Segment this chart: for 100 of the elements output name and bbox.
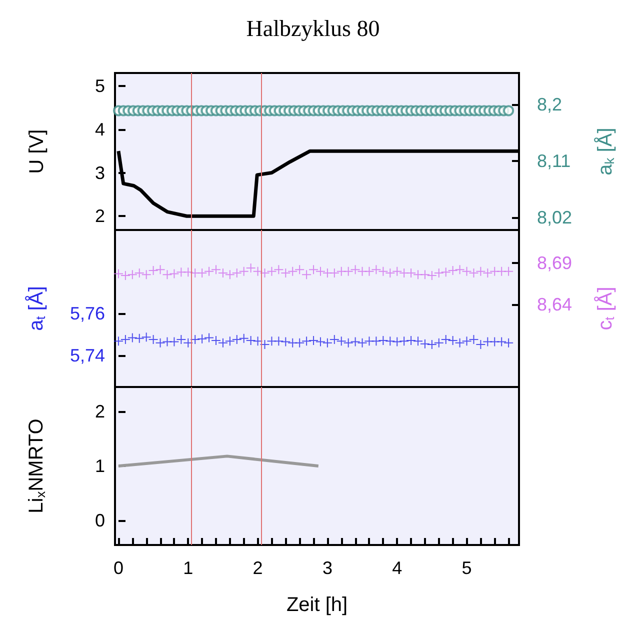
point xyxy=(343,266,354,276)
point xyxy=(490,336,500,347)
point xyxy=(426,270,437,280)
point xyxy=(357,266,368,276)
y-tick-label: 5,74 xyxy=(70,346,105,366)
point xyxy=(134,333,144,344)
x-tick-label: 1 xyxy=(183,558,194,578)
point xyxy=(413,270,423,280)
point xyxy=(224,336,235,346)
point xyxy=(357,338,368,348)
y2-tick-label: 8,69 xyxy=(537,253,572,274)
x-tick-label: 0 xyxy=(113,558,124,578)
point xyxy=(496,266,507,276)
point xyxy=(141,332,152,342)
point xyxy=(162,336,172,347)
x-axis-title: Zeit [h] xyxy=(286,594,348,616)
point xyxy=(232,268,242,278)
point xyxy=(120,270,130,280)
point xyxy=(113,268,124,279)
y2-tick-label: 8,64 xyxy=(537,294,572,314)
y-tick-label: 5,76 xyxy=(70,304,105,324)
point xyxy=(420,338,430,349)
point xyxy=(176,267,186,278)
point xyxy=(183,267,194,278)
point xyxy=(448,265,458,276)
point xyxy=(399,268,410,278)
point xyxy=(288,338,298,348)
point xyxy=(392,336,402,347)
point xyxy=(238,333,249,344)
point xyxy=(364,266,374,276)
y-axis-title: U [V] xyxy=(26,129,48,174)
point xyxy=(378,336,388,346)
x-tick-label: 4 xyxy=(392,558,402,578)
point xyxy=(413,336,423,346)
point xyxy=(302,336,312,346)
x-tick-label: 3 xyxy=(322,558,332,578)
point xyxy=(141,270,152,280)
point xyxy=(385,336,396,346)
point xyxy=(350,336,360,347)
point xyxy=(406,268,416,278)
point xyxy=(127,270,138,280)
y2-axis-title: ak [Å] xyxy=(594,128,617,176)
point xyxy=(329,334,340,344)
point xyxy=(169,268,180,279)
point xyxy=(420,270,430,280)
point xyxy=(127,332,138,343)
y2-tick-label: 8,02 xyxy=(537,207,572,228)
point xyxy=(266,336,277,346)
point xyxy=(364,336,374,346)
point xyxy=(406,336,416,346)
point xyxy=(462,336,472,346)
point xyxy=(426,340,437,350)
y-axis-title: at [Å] xyxy=(24,286,48,331)
point xyxy=(482,336,493,347)
point xyxy=(434,268,444,278)
point xyxy=(204,332,214,343)
point xyxy=(190,268,200,278)
point xyxy=(454,338,465,348)
point xyxy=(260,268,270,278)
point xyxy=(169,336,180,347)
point xyxy=(336,266,346,276)
point xyxy=(232,334,242,344)
y2-axis-title: ct [Å] xyxy=(594,286,617,330)
point xyxy=(440,334,451,344)
y-tick-label: 4 xyxy=(94,119,105,140)
y-tick-label: 2 xyxy=(94,402,105,422)
point xyxy=(148,265,158,276)
point xyxy=(476,266,486,276)
point xyxy=(399,336,410,346)
point xyxy=(490,266,500,276)
y2-tick-label: 8,11 xyxy=(537,150,571,171)
point xyxy=(329,268,340,278)
chart-title: Halbzyklus 80 xyxy=(246,16,380,41)
x-tick-label: 2 xyxy=(252,558,263,578)
point xyxy=(434,338,444,348)
point xyxy=(440,267,451,278)
point xyxy=(190,334,200,344)
point xyxy=(482,268,493,278)
y-tick-label: 3 xyxy=(94,162,105,183)
point xyxy=(468,268,479,278)
y-axis-title: LixNMRTO xyxy=(26,418,48,514)
point xyxy=(204,266,214,276)
point xyxy=(462,266,472,276)
point xyxy=(343,338,354,348)
point xyxy=(266,266,277,276)
point xyxy=(211,336,221,346)
point xyxy=(322,338,332,348)
point xyxy=(308,264,319,275)
point xyxy=(288,266,298,276)
point xyxy=(385,268,396,278)
point xyxy=(454,264,465,275)
point xyxy=(350,264,360,275)
point xyxy=(308,336,319,346)
point xyxy=(113,336,124,346)
point xyxy=(280,336,291,347)
point xyxy=(504,338,514,348)
point xyxy=(336,336,346,346)
point xyxy=(322,268,332,278)
y-tick-label: 2 xyxy=(94,206,105,226)
point xyxy=(274,336,284,346)
